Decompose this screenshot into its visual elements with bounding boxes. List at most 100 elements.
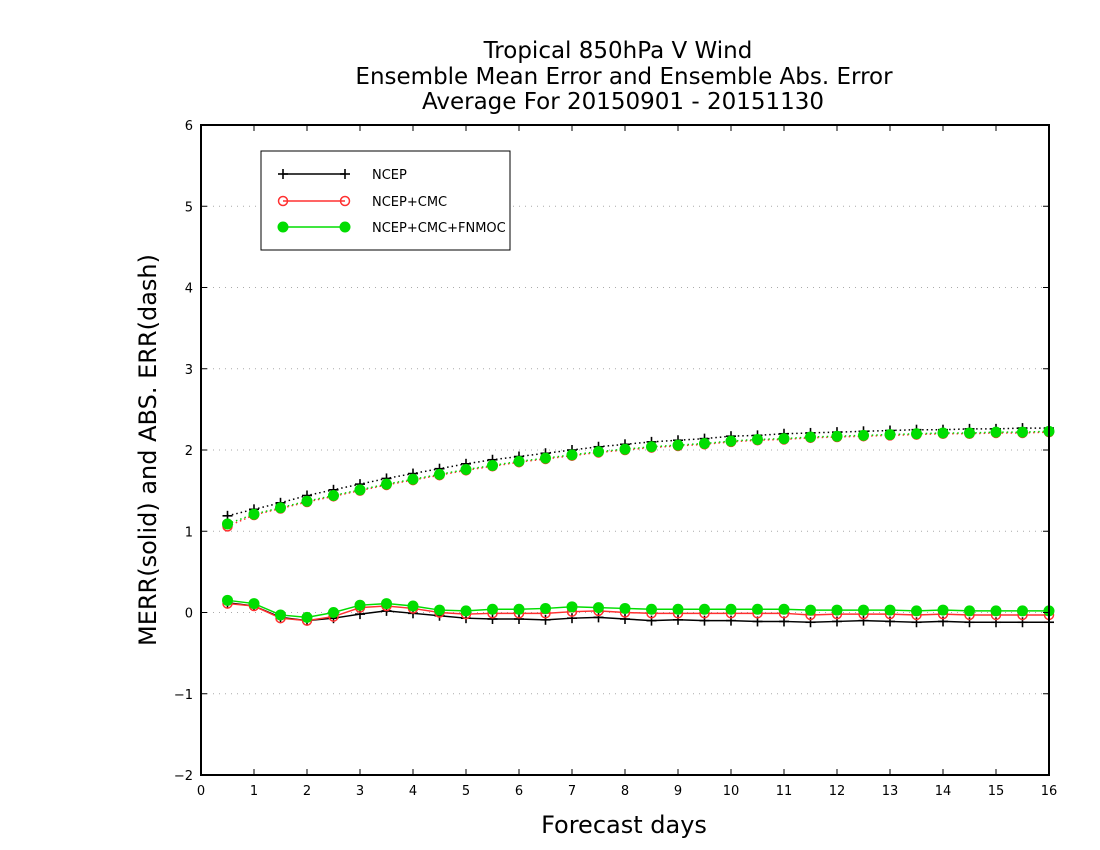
point-ncep-cmc-fnmoc-abs-err xyxy=(328,490,339,501)
series-ncep-cmc-fnmoc-abs-err-line xyxy=(227,430,1050,525)
y-tick-label: 6 xyxy=(185,119,193,134)
point-ncep-cmc-fnmoc-merr xyxy=(513,603,525,615)
point-ncep-cmc-fnmoc-abs-err xyxy=(937,427,949,439)
point-ncep-cmc-fnmoc-abs-err xyxy=(593,446,604,458)
x-tick-label: 2 xyxy=(303,784,311,799)
x-tick-label: 11 xyxy=(776,784,793,799)
x-axis-label: Forecast days xyxy=(541,811,707,839)
point-ncep-merr xyxy=(514,614,524,624)
chart-title-line-1: Tropical 850hPa V Wind xyxy=(483,38,753,64)
point-ncep-cmc-fnmoc-abs-err xyxy=(725,435,737,447)
x-tick-label: 5 xyxy=(462,784,470,799)
point-ncep-cmc-fnmoc-merr xyxy=(407,600,419,612)
point-ncep-cmc-fnmoc-merr xyxy=(354,599,366,611)
x-tick-label: 4 xyxy=(409,784,417,799)
point-ncep-cmc-fnmoc-abs-err xyxy=(858,429,869,441)
point-ncep-cmc-fnmoc-merr xyxy=(752,603,763,615)
series-ncep-abs-err-line xyxy=(227,427,1049,517)
point-ncep-cmc-fnmoc-abs-err xyxy=(699,438,710,449)
point-ncep-cmc-fnmoc-merr xyxy=(964,605,975,617)
point-ncep-cmc-fnmoc-abs-err xyxy=(301,495,313,507)
x-tick-label: 6 xyxy=(515,784,523,799)
y-tick-label: 0 xyxy=(185,607,193,622)
point-ncep-cmc-fnmoc-merr xyxy=(487,603,498,615)
point-ncep-merr xyxy=(673,614,683,625)
point-ncep-cmc-fnmoc-merr xyxy=(381,598,392,610)
point-ncep-cmc-fnmoc-abs-err xyxy=(513,455,525,467)
chart-title-line-3: Average For 20150901 - 20151130 xyxy=(422,89,824,115)
point-ncep-cmc-fnmoc-merr xyxy=(328,607,339,618)
x-tick-label: 12 xyxy=(829,784,846,799)
y-axis-label: MERR(solid) and ABS. ERR(dash) xyxy=(134,254,162,646)
point-ncep-merr xyxy=(355,609,365,620)
point-ncep-cmc-fnmoc-merr xyxy=(301,611,313,623)
point-ncep-merr xyxy=(620,614,630,624)
point-ncep-cmc-fnmoc-abs-err xyxy=(619,443,631,455)
point-ncep-merr xyxy=(593,612,604,623)
point-ncep-cmc-fnmoc-abs-err xyxy=(381,478,392,490)
point-ncep-cmc-fnmoc-abs-err xyxy=(248,508,260,520)
legend-marker-2-end xyxy=(339,221,351,233)
point-ncep-cmc-fnmoc-abs-err xyxy=(434,468,445,480)
point-ncep-cmc-fnmoc-merr xyxy=(699,603,710,615)
chart-title-line-2: Ensemble Mean Error and Ensemble Abs. Er… xyxy=(355,64,893,90)
x-tick-label: 10 xyxy=(723,784,740,799)
x-tick-label: 9 xyxy=(674,784,682,799)
point-ncep-cmc-fnmoc-abs-err xyxy=(222,518,233,530)
point-ncep-cmc-fnmoc-abs-err xyxy=(566,449,578,461)
point-ncep-cmc-fnmoc-merr xyxy=(858,604,869,616)
point-ncep-cmc-fnmoc-abs-err xyxy=(990,426,1002,438)
point-ncep-cmc-fnmoc-merr xyxy=(937,604,949,616)
y-tick-label: −2 xyxy=(174,769,193,784)
point-ncep-cmc-fnmoc-abs-err xyxy=(805,431,816,443)
point-ncep-cmc-fnmoc-merr xyxy=(566,601,578,613)
point-ncep-cmc-fnmoc-merr xyxy=(778,603,790,615)
x-tick-label: 1 xyxy=(250,784,258,799)
series-layer xyxy=(222,423,1055,628)
point-ncep-cmc-fnmoc-merr xyxy=(990,605,1002,617)
x-tick-label: 8 xyxy=(621,784,629,799)
point-ncep-cmc-fnmoc-merr xyxy=(884,604,896,616)
point-ncep-cmc-fnmoc-abs-err xyxy=(460,464,472,475)
point-ncep-cmc-fnmoc-merr xyxy=(460,605,472,617)
point-ncep-cmc-fnmoc-abs-err xyxy=(778,433,790,445)
point-ncep-cmc-fnmoc-abs-err xyxy=(964,427,975,439)
legend-marker-0-start xyxy=(278,169,288,179)
y-tick-label: 3 xyxy=(185,363,193,378)
legend-label-0: NCEP xyxy=(372,168,407,183)
y-tick-label: 5 xyxy=(185,200,193,215)
point-ncep-cmc-fnmoc-merr xyxy=(619,602,631,614)
x-tick-label: 0 xyxy=(197,784,205,799)
legend-label-2: NCEP+CMC+FNMOC xyxy=(372,221,506,236)
legend-label-1: NCEP+CMC xyxy=(372,195,447,210)
point-ncep-cmc-fnmoc-abs-err xyxy=(354,484,366,496)
x-tick-label: 15 xyxy=(988,784,1005,799)
point-ncep-cmc-fnmoc-abs-err xyxy=(540,452,551,464)
legend-marker-1-end xyxy=(339,195,351,207)
point-ncep-cmc-fnmoc-abs-err xyxy=(275,502,286,514)
legend-marker-1-start xyxy=(277,195,289,207)
point-ncep-cmc-fnmoc-merr xyxy=(911,605,922,617)
point-ncep-cmc-fnmoc-abs-err xyxy=(884,429,896,441)
x-tick-label: 3 xyxy=(356,784,364,799)
point-ncep-cmc-fnmoc-abs-err xyxy=(407,473,419,485)
point-ncep-cmc-fnmoc-merr xyxy=(646,603,657,615)
point-ncep-cmc-fnmoc-abs-err xyxy=(831,430,843,442)
point-ncep-cmc-fnmoc-abs-err xyxy=(911,428,922,440)
point-ncep-cmc-fnmoc-merr xyxy=(593,602,604,614)
point-ncep-cmc-fnmoc-merr xyxy=(540,602,551,614)
point-ncep-cmc-fnmoc-merr xyxy=(248,598,260,610)
x-tick-label: 7 xyxy=(568,784,576,799)
point-ncep-cmc-fnmoc-merr xyxy=(222,594,233,606)
point-ncep-merr xyxy=(487,614,498,624)
point-ncep-cmc-fnmoc-abs-err xyxy=(487,459,498,471)
x-tick-label: 13 xyxy=(882,784,899,799)
point-ncep-cmc-fnmoc-abs-err xyxy=(672,439,684,451)
point-ncep-cmc-fnmoc-merr xyxy=(434,604,445,616)
y-tick-label: 2 xyxy=(185,444,193,459)
point-ncep-cmc-fnmoc-merr xyxy=(275,609,286,621)
point-ncep-cmc-fnmoc-abs-err xyxy=(646,441,657,453)
point-ncep-merr xyxy=(540,614,551,625)
